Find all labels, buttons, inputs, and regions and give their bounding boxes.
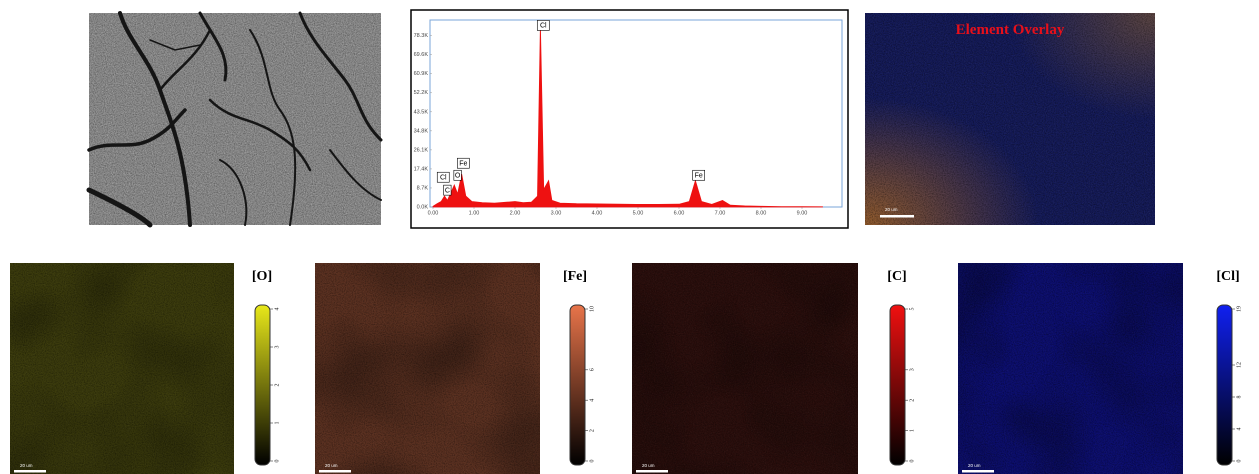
colorbar-tick-label: 1: [274, 422, 280, 425]
map-noise: [10, 263, 234, 474]
map-label: [O]: [252, 269, 272, 284]
y-tick-label: 78.3K: [414, 33, 429, 39]
annotation: O: [455, 173, 461, 180]
scale-bar: [14, 470, 46, 473]
map-label: [Cl]: [1216, 269, 1239, 284]
colorbar: [569, 304, 586, 466]
scale-bar-label: 20 um: [20, 463, 33, 468]
map-noise: [958, 263, 1183, 474]
colorbar-tick-label: 5: [909, 308, 915, 311]
colorbar-tick-label: 0: [589, 460, 595, 463]
x-tick-label: 1.00: [469, 210, 480, 216]
overlay-title: Element Overlay: [956, 22, 1065, 38]
scale-bar-label: 20 um: [968, 463, 981, 468]
x-tick-label: 7.00: [715, 210, 726, 216]
annotation: Cl: [440, 175, 447, 182]
annotation: Cl: [540, 23, 547, 30]
annotation-box: [443, 184, 452, 196]
spectrum: 0.0K 8.7K 17.4K 26.1K 34.8K 43.5K 52.2K 60.9K 69…: [414, 20, 823, 216]
x-tick-label: 8.00: [756, 210, 767, 216]
colorbar-tick-label: 0: [1236, 460, 1242, 463]
x-tick-label: 5.00: [633, 210, 644, 216]
annotation: Fe: [459, 161, 467, 168]
colorbar-tick-label: 2: [274, 384, 280, 387]
y-tick-label: 26.1K: [414, 147, 429, 153]
colorbar-tick-label: 4: [1236, 428, 1242, 431]
y-tick-label: 52.2K: [414, 90, 429, 96]
colorbar-tick-label: 3: [274, 346, 280, 349]
map-noise: [315, 263, 540, 474]
scale-bar-label: 20 um: [325, 463, 338, 468]
scale-bar: [880, 215, 914, 218]
colorbar: [1216, 304, 1233, 466]
x-tick-label: 2.00: [510, 210, 521, 216]
annotation: C: [445, 187, 450, 194]
colorbar-tick-label: 1: [909, 429, 915, 432]
x-tick-label: 4.00: [592, 210, 603, 216]
scale-bar-label: 20 um: [642, 463, 655, 468]
y-tick-label: 0.0K: [417, 204, 429, 210]
y-tick-label: 8.7K: [417, 185, 429, 191]
scale-bar: [636, 470, 668, 473]
colorbar-tick-label: 4: [274, 308, 280, 311]
colorbar-tick-label: 2: [589, 429, 595, 432]
colorbar-tick-label: 19: [1236, 306, 1242, 312]
scale-bar: [319, 470, 351, 473]
annotation-box: [692, 169, 705, 181]
map-label: [C]: [887, 269, 906, 284]
overlay-image: Element Overlay 20 um: [865, 13, 1155, 225]
colorbar: [889, 304, 906, 466]
colorbar-tick-label: 2: [909, 399, 915, 402]
scale-bar-label: 20 um: [885, 207, 898, 212]
spectrum-area: [432, 25, 823, 208]
x-tick-label: 6.00: [674, 210, 685, 216]
annotation-box: [453, 169, 462, 181]
colorbar-tick-label: 8: [1236, 396, 1242, 399]
x-tick-label: 0.00: [428, 210, 439, 216]
annotation-box: [457, 157, 470, 169]
y-tick-label: 69.6K: [414, 52, 429, 58]
colorbar-tick-label: 6: [589, 368, 595, 371]
map-label: [Fe]: [563, 269, 587, 284]
colorbar: [254, 304, 271, 466]
y-tick-label: 17.4K: [414, 166, 429, 172]
annotation: Fe: [695, 173, 703, 180]
annotation-box: [436, 171, 450, 183]
y-tick-label: 34.8K: [414, 128, 429, 134]
colorbar-tick-label: 4: [589, 399, 595, 402]
sem-image: [86, 11, 383, 228]
colorbar-tick-label: 0: [274, 460, 280, 463]
colorbar-tick-label: 12: [1236, 362, 1242, 368]
colorbar-tick-label: 10: [589, 306, 595, 312]
annotation-box: [536, 20, 550, 31]
y-tick-label: 43.5K: [414, 109, 429, 115]
scale-bar: [962, 470, 994, 473]
colorbar-tick-label: 0: [909, 460, 915, 463]
plot-area: [429, 19, 843, 208]
y-tick-label: 60.9K: [414, 71, 429, 77]
colorbar-tick-label: 3: [909, 368, 915, 371]
x-tick-label: 9.00: [797, 210, 808, 216]
map-noise: [632, 263, 858, 474]
x-tick-label: 3.00: [551, 210, 562, 216]
